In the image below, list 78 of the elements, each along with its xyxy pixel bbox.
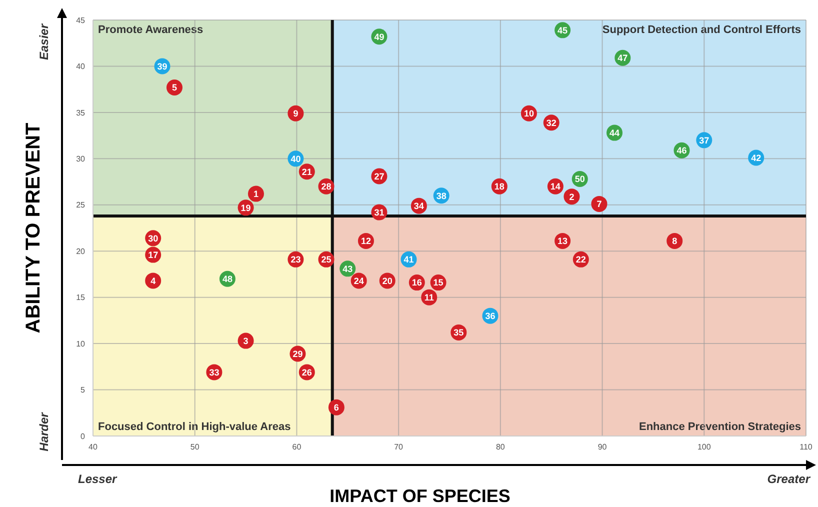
annotation: Focused Control in High-value Areas: [98, 421, 291, 433]
x-tick-label: 60: [292, 442, 302, 452]
text: Lesser: [78, 472, 117, 486]
annotation: Support Detection and Control Efforts: [602, 24, 801, 36]
annotation: 3: [243, 336, 248, 346]
annotation: 22: [576, 254, 586, 265]
annotation: 13: [558, 236, 568, 246]
annotation: 46: [676, 146, 687, 156]
x-tick-label: 40: [88, 442, 98, 452]
y-tick-label: 10: [76, 339, 86, 348]
annotation: 20: [382, 276, 392, 286]
annotation: 16: [412, 278, 422, 288]
annotation: 18: [494, 182, 504, 192]
annotation: 29: [292, 348, 303, 359]
annotation: 7: [596, 199, 602, 210]
x-tick-label: 90: [598, 442, 608, 452]
annotation: 30: [148, 233, 158, 244]
annotation: 23: [290, 254, 301, 265]
x-tick-label: 80: [496, 442, 506, 452]
annotation: Enhance Prevention Strategies: [639, 421, 801, 433]
annotation: 5: [172, 82, 177, 93]
annotation: 14: [550, 182, 560, 192]
annotation: 21: [302, 166, 312, 177]
annotation: 48: [222, 274, 232, 284]
annotation: 31: [374, 207, 384, 218]
y-tick-label: 20: [76, 246, 86, 256]
annotation: 33: [209, 367, 220, 378]
annotation: 1: [253, 188, 258, 199]
annotation: 19: [240, 202, 251, 213]
annotation: 4: [150, 276, 156, 286]
annotation: 8: [672, 236, 678, 246]
annotation: 43: [342, 264, 353, 274]
x-tick-label: 70: [394, 442, 404, 452]
y-tick-label: 15: [76, 293, 86, 302]
y-tick-label: 45: [76, 16, 86, 25]
x-tick-label: 50: [190, 442, 200, 452]
y-tick-label: 30: [76, 154, 86, 164]
annotation: 41: [404, 254, 414, 265]
y-tick-label: 5: [80, 386, 86, 395]
x-tick-label: 110: [800, 442, 813, 452]
annotation: 11: [424, 292, 434, 303]
annotation: 6: [334, 402, 339, 413]
annotation: 10: [524, 108, 534, 119]
annotation: 36: [485, 311, 496, 322]
annotation: 34: [414, 201, 424, 212]
text: Greater: [767, 472, 810, 486]
annotation: 2: [569, 192, 574, 202]
annotation: 15: [433, 278, 444, 288]
text: Easier: [37, 24, 51, 60]
y-tick-label: 40: [76, 62, 86, 72]
annotation: Promote Awareness: [98, 24, 204, 36]
y-tick-label: 0: [80, 432, 86, 441]
annotation: 50: [574, 174, 585, 184]
annotation: 24: [354, 276, 364, 286]
annotation: 38: [436, 190, 446, 201]
annotation: 37: [699, 135, 710, 146]
annotation: 32: [546, 118, 556, 128]
y-tick-label: 25: [76, 200, 86, 210]
annotation: 49: [374, 32, 384, 42]
annotation: 45: [558, 25, 568, 36]
y-axis-title: ABILITY TO PREVENT: [22, 122, 46, 334]
annotation: 42: [751, 152, 762, 163]
annotation: 39: [157, 61, 168, 72]
annotation: 47: [618, 53, 628, 64]
annotation: 35: [454, 328, 464, 338]
x-axis-title: IMPACT OF SPECIES: [330, 486, 510, 507]
x-tick-label: 100: [697, 442, 712, 452]
annotation: 26: [302, 367, 312, 378]
annotation: 27: [374, 171, 384, 182]
annotation: 9: [293, 108, 298, 119]
annotation: 17: [148, 250, 158, 260]
annotation: 28: [321, 182, 332, 192]
text: Harder: [37, 412, 51, 452]
annotation: 40: [290, 154, 301, 164]
annotation: 44: [610, 128, 620, 138]
annotation: 25: [321, 254, 332, 265]
annotation: 12: [360, 236, 371, 246]
y-tick-label: 35: [76, 108, 86, 118]
